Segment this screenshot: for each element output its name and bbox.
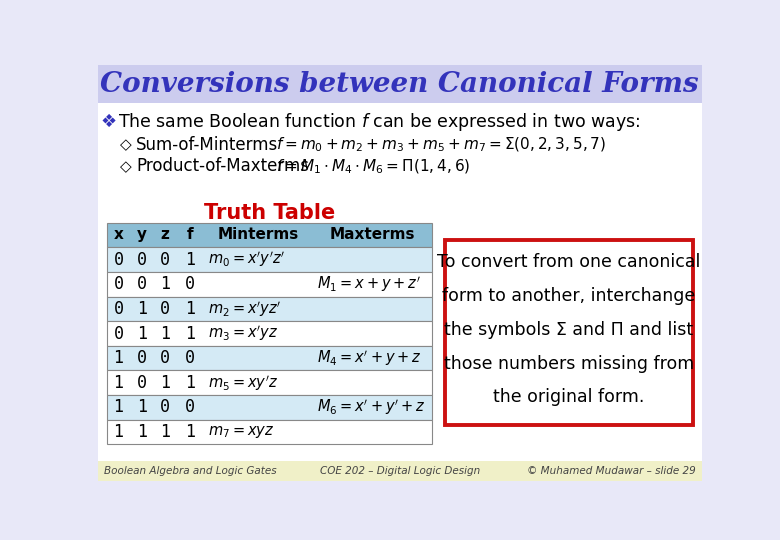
Text: 1: 1 <box>160 423 170 441</box>
Text: 0: 0 <box>160 251 170 268</box>
Text: The same Boolean function $f$ can be expressed in two ways:: The same Boolean function $f$ can be exp… <box>118 111 640 133</box>
Text: 0: 0 <box>113 325 123 342</box>
Text: 1: 1 <box>160 325 170 342</box>
Text: x: x <box>113 227 123 242</box>
Text: 0: 0 <box>113 251 123 268</box>
Text: Sum-of-Minterms: Sum-of-Minterms <box>136 136 278 154</box>
Text: 0: 0 <box>136 275 147 293</box>
Text: 1: 1 <box>113 423 123 441</box>
Text: the original form.: the original form. <box>493 388 644 407</box>
Text: To convert from one canonical: To convert from one canonical <box>437 253 700 271</box>
Text: ◇: ◇ <box>119 159 131 174</box>
Bar <box>107 296 432 321</box>
Text: 1: 1 <box>136 325 147 342</box>
Text: 0: 0 <box>160 349 170 367</box>
Text: 1: 1 <box>160 275 170 293</box>
Text: 1: 1 <box>185 423 195 441</box>
Text: 0: 0 <box>136 374 147 392</box>
Text: COE 202 – Digital Logic Design: COE 202 – Digital Logic Design <box>320 465 480 476</box>
Text: $m_3 = x'yz$: $m_3 = x'yz$ <box>208 324 278 343</box>
Text: 1: 1 <box>185 300 195 318</box>
Text: 1: 1 <box>185 325 195 342</box>
Text: 1: 1 <box>185 251 195 268</box>
Text: those numbers missing from: those numbers missing from <box>444 355 694 373</box>
Bar <box>107 420 432 444</box>
Text: Truth Table: Truth Table <box>204 202 335 222</box>
Text: © Muhamed Mudawar – slide 29: © Muhamed Mudawar – slide 29 <box>527 465 696 476</box>
Text: 1: 1 <box>185 374 195 392</box>
Text: $m_0 = x'y'z'$: $m_0 = x'y'z'$ <box>208 250 285 269</box>
Text: ◇: ◇ <box>119 137 131 152</box>
Bar <box>98 103 702 465</box>
Text: 1: 1 <box>136 300 147 318</box>
Text: $m_5 = xy'z$: $m_5 = xy'z$ <box>208 373 278 393</box>
FancyBboxPatch shape <box>445 240 693 425</box>
Bar <box>107 346 432 370</box>
Text: 0: 0 <box>185 275 195 293</box>
Bar <box>98 65 702 103</box>
Text: $m_2 = x'yz'$: $m_2 = x'yz'$ <box>208 299 282 319</box>
Text: 1: 1 <box>136 423 147 441</box>
Text: 0: 0 <box>160 300 170 318</box>
Text: 0: 0 <box>136 251 147 268</box>
Text: Maxterms: Maxterms <box>329 227 415 242</box>
Text: y: y <box>136 227 147 242</box>
Bar <box>107 395 432 420</box>
Text: Conversions between Canonical Forms: Conversions between Canonical Forms <box>101 71 699 98</box>
Text: 0: 0 <box>136 349 147 367</box>
Text: 0: 0 <box>185 399 195 416</box>
Bar <box>98 461 702 481</box>
Text: $f = M_1 \cdot M_4 \cdot M_6 = \Pi(1,4,6)$: $f = M_1 \cdot M_4 \cdot M_6 = \Pi(1,4,6… <box>276 157 470 176</box>
Text: form to another, interchange: form to another, interchange <box>442 287 695 305</box>
Bar <box>107 370 432 395</box>
Text: Boolean Algebra and Logic Gates: Boolean Algebra and Logic Gates <box>104 465 276 476</box>
Bar <box>107 272 432 296</box>
Bar <box>107 321 432 346</box>
Text: 0: 0 <box>160 399 170 416</box>
Bar <box>107 247 432 272</box>
Text: $M_6 = x' + y' + z$: $M_6 = x' + y' + z$ <box>317 397 426 417</box>
Text: 0: 0 <box>185 349 195 367</box>
Text: 0: 0 <box>113 275 123 293</box>
Text: 1: 1 <box>136 399 147 416</box>
Text: $M_4 = x' + y + z$: $M_4 = x' + y + z$ <box>317 348 421 368</box>
Text: $f = m_0 + m_2 + m_3 + m_5 + m_7 = \Sigma(0,2,3,5,7)$: $f = m_0 + m_2 + m_3 + m_5 + m_7 = \Sigm… <box>276 136 606 154</box>
Text: f: f <box>186 227 193 242</box>
Text: 0: 0 <box>113 300 123 318</box>
Bar <box>107 222 432 247</box>
Text: 1: 1 <box>113 399 123 416</box>
Text: 1: 1 <box>113 349 123 367</box>
Text: 1: 1 <box>160 374 170 392</box>
Text: Product-of-Maxterms: Product-of-Maxterms <box>136 158 309 176</box>
Text: z: z <box>161 227 169 242</box>
Text: the symbols Σ and Π and list: the symbols Σ and Π and list <box>444 321 693 339</box>
Text: Minterms: Minterms <box>218 227 299 242</box>
Text: $m_7 = xyz$: $m_7 = xyz$ <box>208 424 275 440</box>
Text: ❖: ❖ <box>101 113 116 131</box>
Text: 1: 1 <box>113 374 123 392</box>
Text: $M_1 = x + y + z'$: $M_1 = x + y + z'$ <box>317 274 420 294</box>
